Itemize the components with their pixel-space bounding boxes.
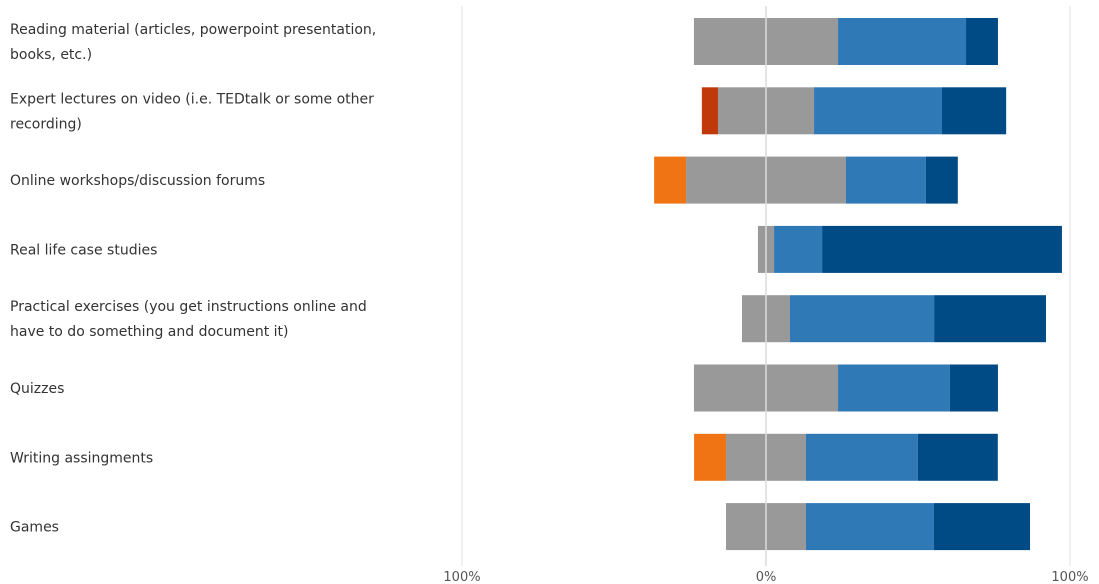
bar-negative-1-2	[654, 156, 687, 204]
gridlines	[461, 6, 1071, 566]
bar-positive-1-3	[822, 225, 1062, 273]
category-label-1: Expert lectures on video (i.e. TEDtalk o…	[10, 91, 374, 132]
category-label-line: Real life case studies	[10, 242, 157, 258]
category-label-line: recording)	[10, 116, 82, 132]
tick-labels: 100% 0% 100%	[443, 570, 1088, 584]
category-label-line: Quizzes	[10, 381, 64, 397]
bar-positive-1-4	[934, 295, 1046, 343]
bar-positive-1-5	[949, 364, 998, 412]
bar-row-1	[701, 87, 1007, 135]
category-label-6: Writing assingments	[10, 450, 153, 466]
bar-positive-0-2	[845, 156, 926, 204]
bar-positive-1-7	[933, 503, 1031, 551]
category-label-line: Expert lectures on video (i.e. TEDtalk o…	[10, 91, 374, 107]
bar-row-7	[726, 503, 1031, 551]
bar-positive-0-7	[805, 503, 934, 551]
category-label-4: Practical exercises (you get instruction…	[10, 299, 367, 340]
category-labels: Reading material (articles, powerpoint p…	[10, 22, 376, 536]
category-label-line: Practical exercises (you get instruction…	[10, 299, 367, 315]
category-label-line: have to do something and document it)	[10, 324, 289, 340]
bar-row-4	[741, 295, 1046, 343]
category-label-line: Reading material (articles, powerpoint p…	[10, 22, 376, 38]
bars	[654, 18, 1062, 551]
category-label-line: Writing assingments	[10, 450, 153, 466]
bar-row-3	[757, 225, 1062, 273]
bar-positive-1-2	[925, 156, 958, 204]
bar-positive-0-6	[805, 433, 918, 481]
bar-negative-1-6	[694, 433, 727, 481]
tick-label-2: 100%	[1051, 570, 1088, 584]
category-label-2: Online workshops/discussion forums	[10, 173, 265, 189]
category-label-0: Reading material (articles, powerpoint p…	[10, 22, 376, 63]
category-label-5: Quizzes	[10, 381, 64, 397]
category-label-line: Games	[10, 520, 59, 536]
bar-positive-0-3	[774, 225, 823, 273]
tick-label-1: 0%	[756, 570, 777, 584]
bar-positive-0-4	[790, 295, 935, 343]
bar-row-5	[693, 364, 998, 412]
category-label-7: Games	[10, 520, 59, 536]
bar-positive-0-0	[838, 18, 967, 65]
bar-positive-0-5	[838, 364, 950, 412]
bar-positive-1-1	[942, 87, 1007, 135]
category-label-line: books, etc.)	[10, 47, 92, 63]
bar-negative-0-1	[701, 87, 718, 135]
category-label-line: Online workshops/discussion forums	[10, 173, 265, 189]
bar-row-0	[693, 18, 998, 65]
bar-row-2	[654, 156, 958, 204]
tick-label-0: 100%	[443, 570, 480, 584]
bar-positive-1-0	[966, 18, 998, 65]
bar-row-6	[694, 433, 998, 481]
bar-positive-0-1	[814, 87, 943, 135]
category-label-3: Real life case studies	[10, 242, 157, 258]
bar-positive-1-6	[917, 433, 998, 481]
